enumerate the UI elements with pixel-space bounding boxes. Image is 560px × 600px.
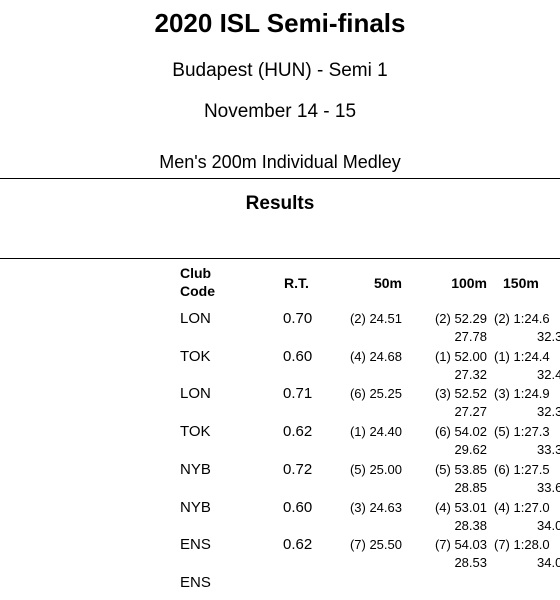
column-header: 50m bbox=[373, 275, 402, 291]
club-code: LON bbox=[180, 310, 211, 327]
split-50: (5) 25.00 bbox=[349, 461, 402, 477]
reaction-time: 0.70 bbox=[283, 310, 313, 327]
reaction-time: 0.62 bbox=[283, 423, 313, 441]
club-code: ENS bbox=[180, 573, 211, 591]
split-150: (6) 1:27.5 bbox=[494, 461, 550, 477]
reaction-time: 0.71 bbox=[283, 385, 313, 403]
rule bbox=[0, 178, 560, 179]
split-150: (4) 1:27.0 bbox=[494, 499, 550, 515]
column-header: R.T. bbox=[284, 275, 309, 291]
club-code: TOK bbox=[180, 423, 211, 441]
lap-150: 33.3 bbox=[537, 442, 560, 458]
lap-100: 28.38 bbox=[454, 517, 487, 533]
lap-100: 29.62 bbox=[454, 442, 487, 458]
split-100: (7) 54.03 bbox=[434, 537, 487, 553]
section-title: Results bbox=[245, 193, 315, 214]
location: Budapest (HUN) - Semi 1 bbox=[172, 60, 388, 81]
club-code: TOK bbox=[180, 347, 211, 365]
reaction-time: 0.72 bbox=[283, 460, 313, 478]
column-header: Code bbox=[180, 283, 215, 299]
split-150: (2) 1:24.6 bbox=[494, 311, 550, 326]
split-100: (5) 53.85 bbox=[434, 461, 487, 477]
column-header: 150m bbox=[503, 275, 539, 291]
lap-150: 32.3 bbox=[537, 329, 560, 344]
split-100: (1) 52.00 bbox=[434, 348, 487, 364]
reaction-time: 0.60 bbox=[283, 347, 313, 365]
lap-150: 34.0 bbox=[537, 517, 560, 533]
split-150: (3) 1:24.9 bbox=[494, 386, 550, 402]
split-100: (2) 52.29 bbox=[434, 311, 487, 326]
split-50: (4) 24.68 bbox=[349, 348, 402, 364]
split-50: (2) 24.51 bbox=[349, 311, 402, 326]
rule bbox=[0, 258, 560, 259]
club-code: NYB bbox=[180, 460, 211, 478]
split-100: (3) 52.52 bbox=[434, 386, 487, 402]
split-100: (6) 54.02 bbox=[434, 424, 487, 440]
split-150: (5) 1:27.3 bbox=[494, 424, 550, 440]
lap-150: 32.3 bbox=[537, 404, 560, 420]
event: Men's 200m Individual Medley bbox=[159, 152, 401, 172]
lap-100: 27.27 bbox=[454, 404, 487, 420]
split-50: (7) 25.50 bbox=[349, 537, 402, 553]
split-100: (4) 53.01 bbox=[434, 499, 487, 515]
lap-100: 27.32 bbox=[454, 366, 487, 382]
club-code: NYB bbox=[180, 498, 211, 516]
club-code: ENS bbox=[180, 536, 211, 554]
split-50: (3) 24.63 bbox=[349, 499, 402, 515]
column-header: Club bbox=[180, 265, 212, 281]
split-150: (7) 1:28.0 bbox=[494, 537, 550, 553]
club-code: LON bbox=[180, 385, 211, 403]
lap-150: 34.0 bbox=[537, 555, 560, 571]
title: 2020 ISL Semi-finals bbox=[154, 8, 406, 38]
column-header: 100m bbox=[451, 275, 487, 291]
lap-100: 28.85 bbox=[454, 479, 487, 495]
dates: November 14 - 15 bbox=[203, 101, 357, 122]
lap-100: 27.78 bbox=[454, 329, 487, 344]
reaction-time: 0.60 bbox=[283, 498, 313, 516]
lap-150: 33.6 bbox=[537, 479, 560, 495]
lap-100: 28.53 bbox=[454, 555, 487, 571]
lap-150: 32.4 bbox=[537, 366, 560, 382]
split-50: (6) 25.25 bbox=[349, 386, 402, 402]
split-50: (1) 24.40 bbox=[349, 424, 402, 440]
reaction-time: 0.62 bbox=[283, 536, 313, 554]
split-150: (1) 1:24.4 bbox=[494, 348, 550, 364]
